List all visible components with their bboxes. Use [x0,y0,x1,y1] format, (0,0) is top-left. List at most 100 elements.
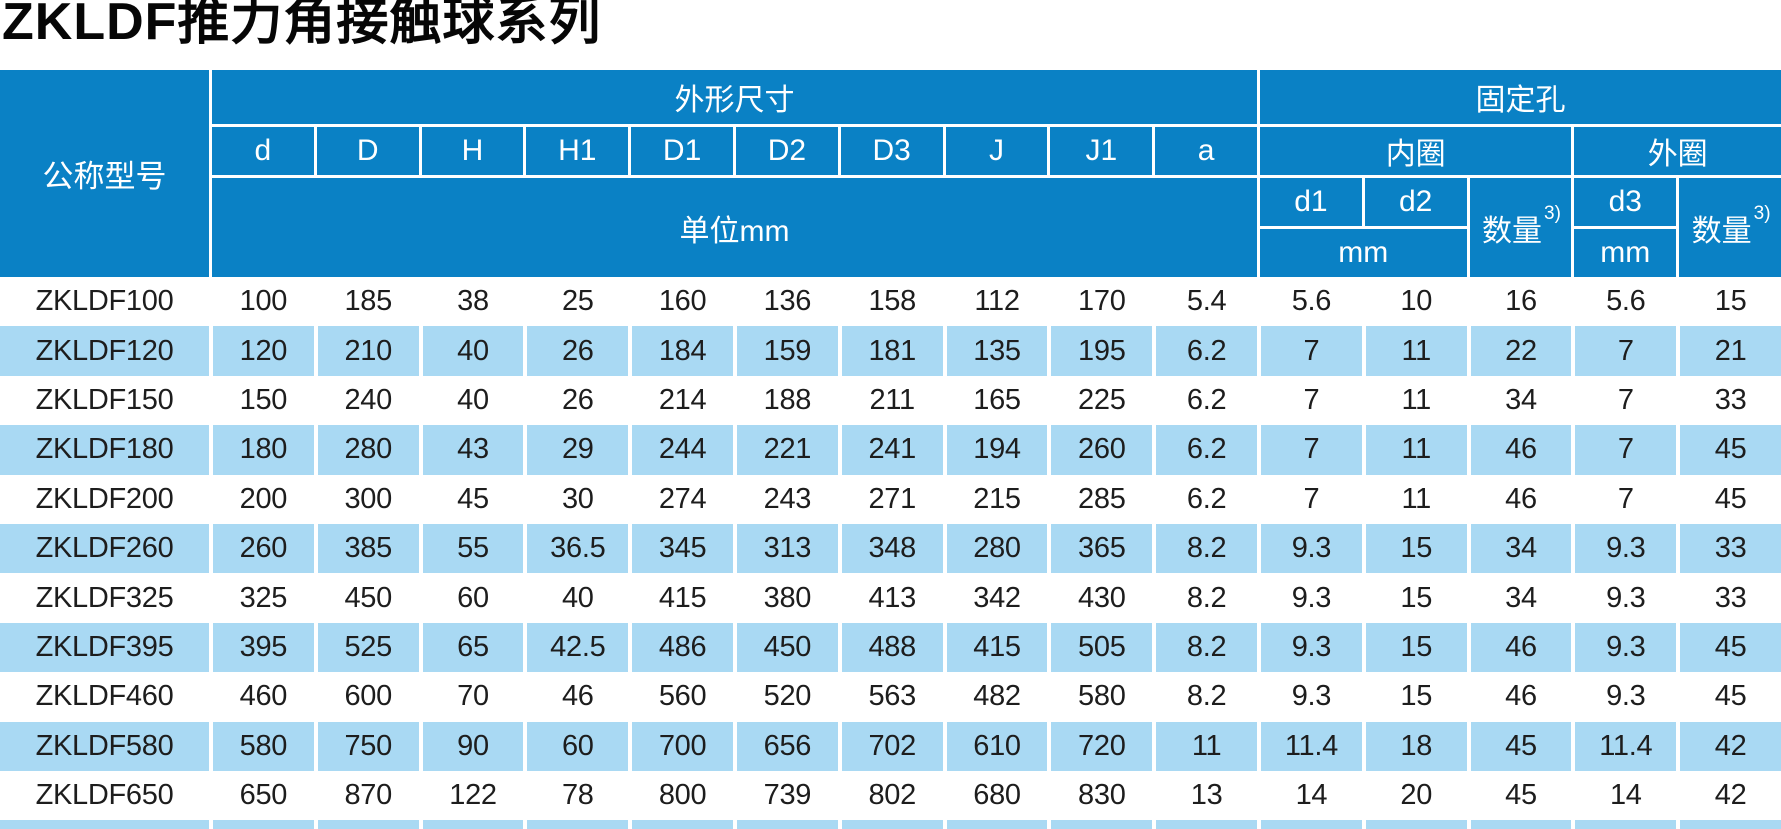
table-cell: 450 [344,581,392,614]
table-cell: 10 [1400,285,1433,318]
table-cell: 45 [1680,425,1781,475]
table-cell: 274 [658,482,707,515]
table-cell: 120 [213,326,314,376]
header-col-J1: J1 [1050,127,1153,175]
table-cell: 11.4 [1575,721,1677,771]
table-cell: 170 [1078,285,1126,318]
table-cell: 225 [1078,383,1126,416]
table-row: ZKLDF650 650 870 122 78 800 739 802 680 830 13 14 20… [0,771,1781,820]
header-col-H1: H1 [526,127,629,175]
table-cell: 9.3 [1606,680,1646,713]
table-cell: 46 [1505,680,1537,713]
table-cell: 680 [973,779,1021,812]
spec-table: 公称型号 外形尺寸 固定孔 d D H H1 D1 D2 D3 J J1 a 内… [0,70,1781,829]
table-cell: 260 [213,523,314,574]
table-cell: 6.2 [1156,425,1257,475]
table-cell: 20 [1400,779,1433,812]
model-cell: ZKLDF460 [35,680,174,713]
table-cell: 65 [422,622,524,673]
table-cell: 486 [632,622,733,673]
table-cell: 280 [317,425,419,475]
table-body: ZKLDF100 100 185 38 25 160 136 158 112 170 5.4 5.6 1… [0,277,1781,829]
table-cell: 200 [239,482,288,515]
table-cell [1261,820,1362,829]
table-cell: 385 [317,523,419,574]
table-cell: 656 [737,721,838,771]
header-col-D: D [316,127,419,175]
table-cell: 45 [1470,721,1572,771]
header-inner-ring: 内圈 [1260,127,1572,175]
header-col-J: J [945,127,1048,175]
table-cell: 6.2 [1186,383,1227,416]
table-cell: 285 [1078,482,1126,515]
table-cell: 60 [457,581,489,614]
table-cell: 750 [317,721,419,771]
table-cell: 15 [1365,622,1467,673]
table-cell: 325 [239,581,288,614]
table-row: ZKLDF150 150 240 40 26 214 188 211 165 225 6.2 7 11 3… [0,376,1781,425]
table-cell: 78 [561,779,594,812]
header-model: 公称型号 [0,70,209,277]
header-col-d: d [212,127,314,175]
table-cell: 9.3 [1261,622,1362,673]
table-cell: 158 [868,285,916,318]
table-cell: 9.3 [1291,581,1332,614]
table-cell: 15 [1365,523,1467,574]
table-cell: 55 [422,523,524,574]
table-cell: 122 [449,779,497,812]
table-cell: 16 [1505,285,1537,318]
table-cell: 8.2 [1186,581,1227,614]
table-cell: 520 [763,680,812,713]
table-cell: 342 [973,581,1021,614]
table-cell: 15 [1714,285,1747,318]
table-cell: 194 [946,425,1048,475]
model-cell: ZKLDF650 [35,779,174,812]
table-cell [213,820,314,829]
table-cell: 11 [1401,383,1431,416]
table-cell: 560 [658,680,707,713]
header-col-D1: D1 [631,127,733,175]
table-cell: 100 [239,285,288,318]
table-cell: 6.2 [1156,326,1257,376]
table-cell: 482 [973,680,1021,713]
table-cell: 9.3 [1291,680,1332,713]
table-row: ZKLDF120 120 210 40 26 184 159 181 135 195 6.2 7 11 2… [0,326,1781,376]
table-cell: 46 [1505,482,1537,515]
table-cell: 14 [1295,779,1328,812]
header-col-D2: D2 [736,127,838,175]
table-cell: 11 [1365,425,1467,475]
table-cell: 9.3 [1575,622,1677,673]
table-cell: 184 [632,326,733,376]
table-cell: 700 [632,721,733,771]
table-cell: 33 [1714,581,1747,614]
table-cell: 395 [213,622,314,673]
table-cell [841,820,943,829]
table-cell [1365,820,1467,829]
header-dimensions-section: 外形尺寸 [212,70,1257,124]
table-cell: 29 [527,425,629,475]
table-cell: 415 [658,581,707,614]
table-cell: 460 [239,680,288,713]
table-cell: 25 [561,285,594,318]
header-outer-ring: 外圈 [1574,127,1781,175]
table-cell: 271 [868,482,916,515]
table-cell: 280 [946,523,1048,574]
table-cell: 70 [457,680,489,713]
table-cell: 11.4 [1261,721,1362,771]
table-cell: 345 [632,523,733,574]
table-cell [527,820,629,829]
model-cell: ZKLDF325 [35,581,174,614]
table-cell: 34 [1505,581,1537,614]
table-cell: 211 [869,383,916,416]
table-cell: 348 [841,523,943,574]
table-cell: 5.6 [1606,285,1646,318]
table-cell: 313 [737,523,838,574]
table-cell: 181 [841,326,943,376]
model-cell: ZKLDF120 [0,326,209,376]
table-cell: 180 [213,425,314,475]
table-cell: 46 [1470,425,1572,475]
table-cell: 450 [737,622,838,673]
table-cell: 210 [317,326,419,376]
table-cell: 580 [213,721,314,771]
table-cell: 13 [1190,779,1223,812]
